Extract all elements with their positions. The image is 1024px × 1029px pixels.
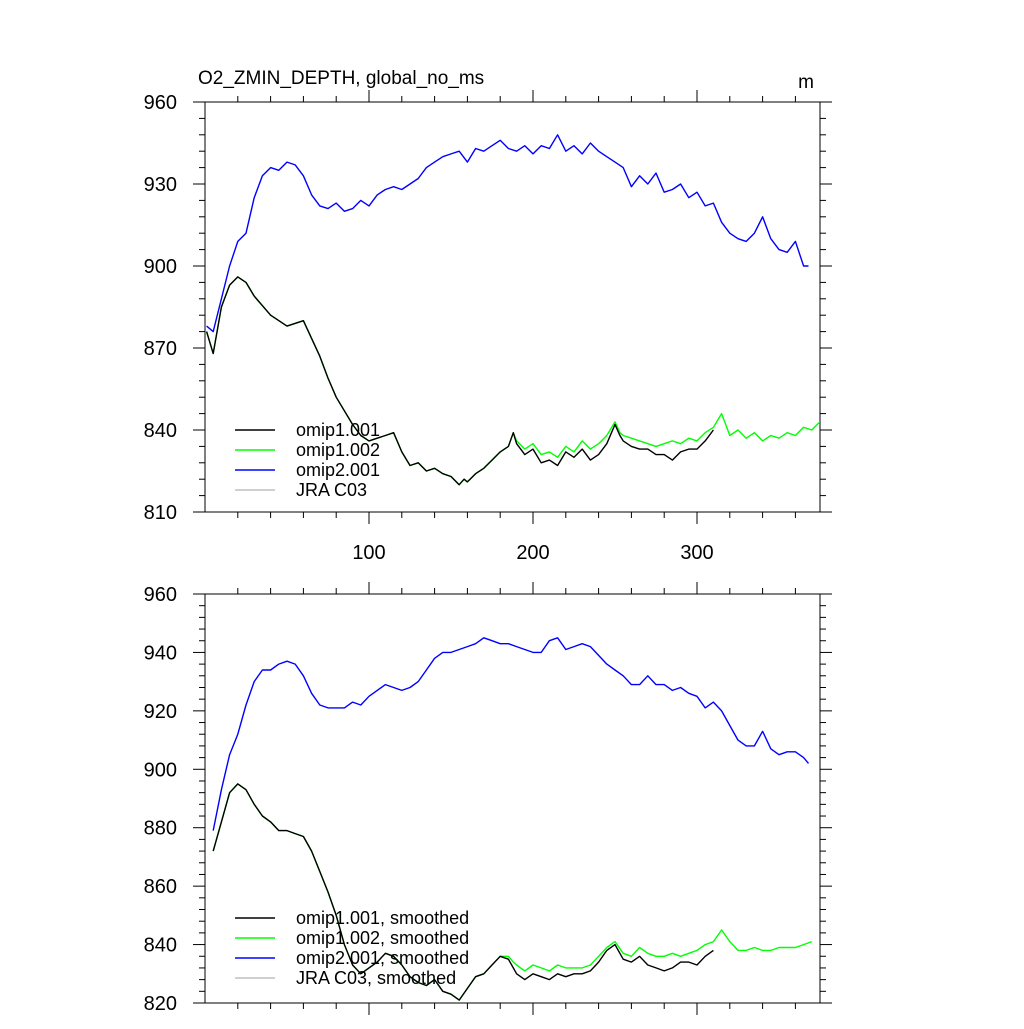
y-tick-label: 840 — [144, 935, 177, 957]
chart-title: O2_ZMIN_DEPTH, global_no_ms — [198, 68, 484, 89]
legend-label: JRA C03 — [296, 480, 367, 500]
x-tick-label: 200 — [516, 542, 549, 564]
y-tick-label: 920 — [144, 701, 177, 723]
top-panel: 810 840 870 900 930 960 100 200 300 O2_ZMIN_DEPTH… — [144, 68, 832, 564]
y-tick-label: 840 — [144, 420, 177, 442]
legend-label: JRA C03, smoothed — [296, 968, 456, 988]
legend-label: omip1.001, smoothed — [296, 908, 469, 928]
y-tick-label: 860 — [144, 876, 177, 898]
series-line-omip2-001 — [206, 134, 809, 333]
y-tick-label: 900 — [144, 759, 177, 781]
y-tick-label: 960 — [144, 92, 177, 114]
units-label: m — [798, 72, 814, 93]
plot-frame — [204, 101, 821, 513]
y-tick-label: 820 — [144, 993, 177, 1015]
y-tick-label: 900 — [144, 256, 177, 278]
y-tick-label: 870 — [144, 338, 177, 360]
x-tick-label: 100 — [352, 542, 385, 564]
series-line-omip2-001-smoothed — [212, 637, 810, 831]
bottom-panel: 820 840 860 880 900 920 940 960 omip1.001, smoot… — [144, 582, 832, 1015]
y-tick-label: 940 — [144, 642, 177, 664]
y-tick-label: 810 — [144, 502, 177, 524]
y-tick-label: 960 — [144, 584, 177, 606]
series-line-omip1-001 — [205, 276, 714, 486]
series-line-omip1-001-smoothed — [212, 783, 714, 1001]
legend-label: omip1.001 — [296, 420, 380, 440]
y-tick-label: 930 — [144, 174, 177, 196]
legend-label: omip1.002, smoothed — [296, 928, 469, 948]
x-tick-label: 300 — [680, 542, 713, 564]
legend-label: omip2.001, smoothed — [296, 948, 469, 968]
y-tick-label: 880 — [144, 818, 177, 840]
plot-frame — [204, 593, 821, 1004]
legend-label: omip2.001 — [296, 460, 380, 480]
legend-label: omip1.002 — [296, 440, 380, 460]
